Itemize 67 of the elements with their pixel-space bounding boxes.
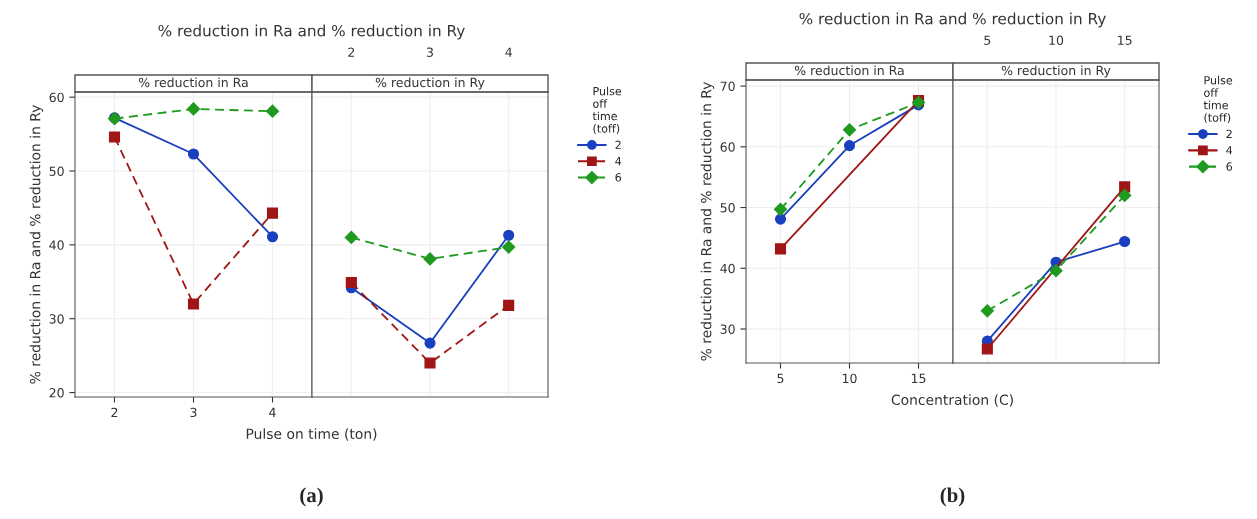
point	[843, 140, 856, 152]
point	[266, 207, 279, 219]
x-tick-label: 5	[777, 373, 784, 384]
legend-label: 2	[1226, 129, 1232, 138]
x-tick-label: 15	[911, 373, 926, 384]
x-tick-label: 2	[348, 47, 355, 57]
point	[1118, 188, 1132, 202]
y-tick-label: 40	[720, 263, 735, 274]
x-tick-label: 10	[1049, 35, 1064, 45]
legend-title: Pulse off time (toff)	[592, 86, 622, 134]
legend-label: 6	[615, 173, 622, 182]
legend-label: 2	[615, 140, 621, 149]
point	[981, 343, 993, 355]
x-tick-label: 3	[426, 47, 433, 57]
y-axis-title: % reduction in Ra and % reduction in Ry	[29, 105, 44, 384]
y-tick-label: 30	[49, 314, 64, 324]
point	[423, 252, 437, 266]
point	[187, 298, 200, 310]
x-tick-label: 4	[505, 47, 512, 57]
point	[187, 148, 200, 160]
point	[980, 304, 994, 318]
legend-label: 4	[1226, 146, 1233, 155]
y-tick-label: 50	[49, 166, 64, 176]
x-tick-label: 5	[984, 35, 991, 45]
point	[344, 230, 358, 245]
text: (b)	[940, 487, 965, 507]
legend-label: 6	[1226, 162, 1233, 171]
point	[842, 123, 857, 137]
point	[266, 231, 279, 243]
chart-title: % reduction in Ra and % reduction in Ry	[799, 12, 1106, 28]
point	[1119, 235, 1131, 248]
point	[186, 102, 201, 116]
point	[424, 337, 436, 349]
x-tick-label: 15	[1118, 35, 1132, 45]
y-tick-label: 20	[49, 388, 64, 398]
x-axis-title: Concentration (C)	[891, 394, 1013, 407]
point	[502, 240, 516, 254]
chart-subtitle: % reduction in Ra	[138, 77, 248, 88]
y-tick-label: 40	[49, 240, 64, 250]
point	[108, 131, 121, 143]
y-tick-label: 60	[720, 142, 735, 152]
x-tick-label: 3	[190, 407, 197, 418]
chart-subtitle: % reduction in Ry	[1001, 65, 1111, 78]
chart-subtitle: % reduction in Ry	[375, 77, 485, 90]
point	[1049, 264, 1063, 278]
x-axis-title: Pulse on time (ton)	[246, 428, 377, 441]
point	[774, 213, 787, 225]
y-tick-label: 70	[720, 81, 735, 91]
point	[503, 299, 515, 311]
y-tick-label: 60	[49, 92, 64, 103]
chart-subtitle: % reduction in Ra	[794, 65, 904, 76]
point	[773, 202, 788, 216]
legend-label: 4	[615, 157, 622, 166]
x-tick-label: 2	[111, 407, 118, 417]
legend-title: Pulse off time (toff)	[1203, 75, 1233, 124]
point	[424, 357, 436, 369]
point	[345, 276, 357, 289]
text: (a)	[300, 487, 323, 507]
y-axis-title: % reduction in Ra and % reduction in Ry	[700, 82, 715, 361]
x-tick-label: 10	[842, 373, 857, 384]
point	[265, 104, 280, 118]
point	[503, 229, 515, 241]
y-tick-label: 30	[720, 324, 735, 334]
point	[774, 243, 787, 255]
chart-title: % reduction in Ra and % reduction in Ry	[158, 24, 465, 40]
y-tick-label: 50	[720, 203, 735, 213]
x-tick-label: 4	[269, 407, 276, 417]
